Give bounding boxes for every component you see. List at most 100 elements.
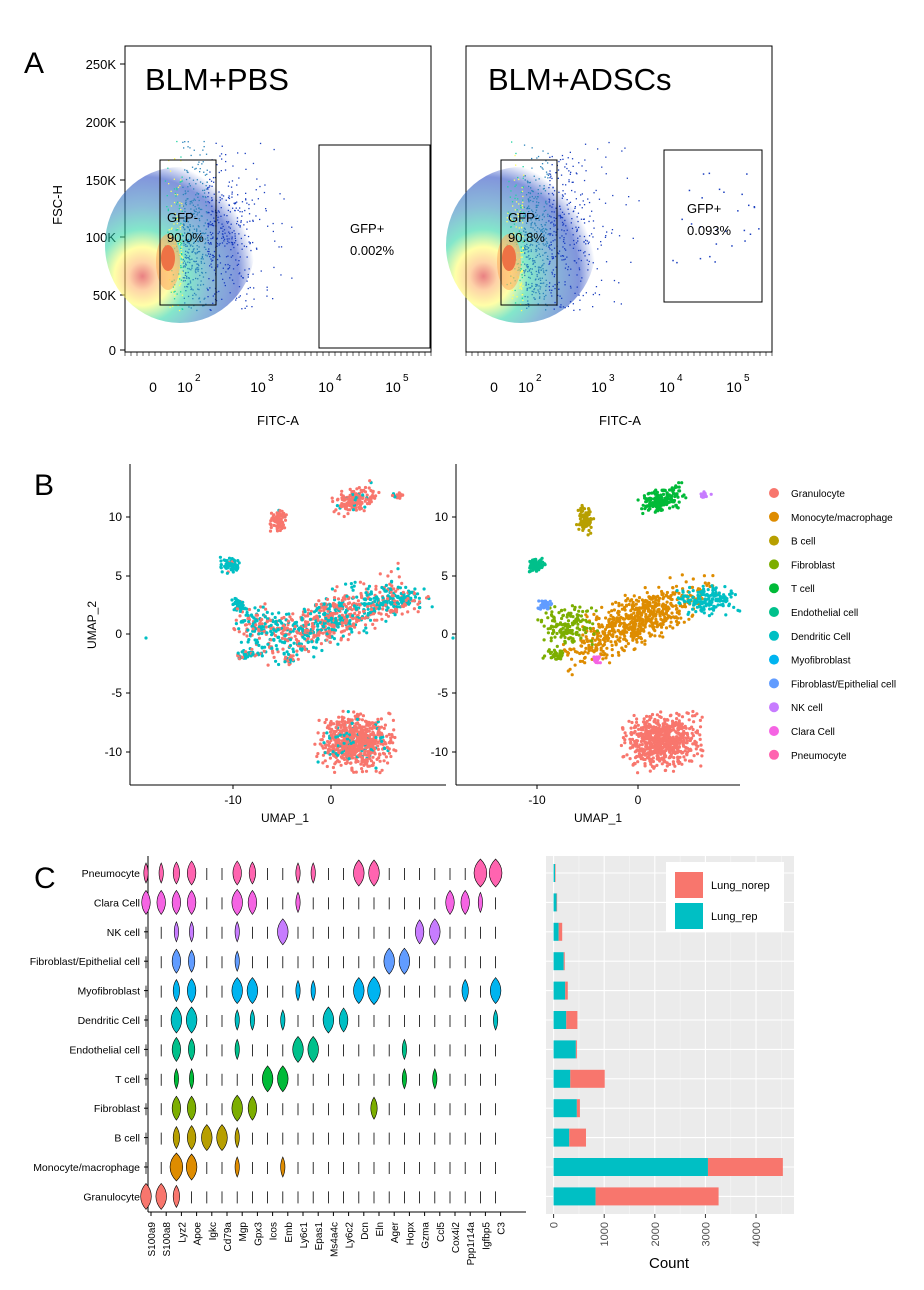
umap-cell [378,572,382,576]
umap-cell [273,615,277,620]
umap-cell [270,612,274,616]
flow-event [192,179,195,181]
flow-event [568,274,570,276]
flow-event [564,219,566,222]
umap-cell [692,720,696,724]
flow-event [179,185,181,187]
flow-event [255,215,257,217]
umap-cell [641,734,645,739]
umap-ytick-label: -10 [431,745,449,759]
flow-event [198,288,200,291]
umap-cell [278,509,282,513]
flow-event [186,226,188,228]
flow-event [199,181,202,183]
flow-event [554,239,556,241]
flow-event [265,210,267,212]
flow-event [182,205,185,207]
umap-cell [369,732,373,737]
flow-event [199,250,201,253]
flow-event [549,156,551,158]
flow-event [207,201,209,203]
flow-event [179,226,181,228]
flow-event [184,266,186,268]
umap-cell [665,590,670,595]
umap-cell [651,756,655,760]
flow-event [212,279,215,281]
umap-cell [352,752,356,757]
flow-event [523,206,525,208]
flow-event [205,204,207,207]
umap-cell [336,744,340,748]
flow-event [203,140,205,143]
umap-cell [690,725,694,729]
umap-cell [354,770,358,774]
flow-event [228,267,231,269]
flow-event [193,228,196,230]
umap-cell [360,718,364,722]
flow-event [181,257,184,259]
flow-event [195,277,197,280]
flow-event [565,263,567,265]
flow-event [234,237,236,239]
flow-event [210,242,212,244]
flow-event [197,268,200,270]
flow-event [569,244,571,246]
flow-event [524,247,526,249]
umap-cell [680,727,684,731]
umap-cell [332,596,337,600]
umap-cell [671,760,676,764]
umap-cell [340,489,344,493]
umap-cell [352,584,356,588]
flow-event [238,177,240,179]
flow-event [212,225,215,227]
flow-event [527,265,529,268]
umap-cell [683,749,687,753]
flow-event [515,164,517,166]
flow-event [203,225,205,227]
umap-cell [350,490,355,494]
flow-event [187,241,190,243]
umap-cell [339,763,343,767]
flow-event [176,215,178,217]
flow-event [529,232,531,234]
flow-event [559,217,562,219]
flow-event [195,271,197,274]
flow-event [581,165,583,167]
umap-cell [234,622,238,626]
flow-event [193,198,195,200]
flow-event [219,196,221,199]
flow-event [545,237,547,239]
flow-event [594,292,596,294]
flow-event [565,225,567,227]
umap-cell [342,741,346,745]
umap-cell [361,714,365,718]
umap-cell [356,746,360,750]
flow-event [532,210,534,213]
flow-event [252,220,254,222]
flow-event [551,256,553,258]
umap-cell [363,505,367,509]
umap-cell [397,575,401,579]
umap-cell [362,760,366,764]
flow-event [198,264,200,267]
umap-cell [628,737,632,741]
flow-event [187,146,189,148]
flow-event [216,266,219,268]
flow-event [187,226,189,228]
flow-event [541,167,543,169]
umap-cell [685,741,689,745]
flow-event [560,216,563,218]
umap-cell [672,741,676,746]
umap-cell [347,497,351,501]
flow-event [231,180,234,182]
flow-event [197,163,199,166]
flow-event [576,286,578,288]
flow-event [510,218,512,220]
flow-event [244,209,246,212]
umap-cell [649,762,653,766]
flow-event [179,181,181,183]
flow-event [235,259,237,261]
flow-event [553,308,555,310]
umap-cell [386,614,391,618]
flow-event [204,196,206,198]
